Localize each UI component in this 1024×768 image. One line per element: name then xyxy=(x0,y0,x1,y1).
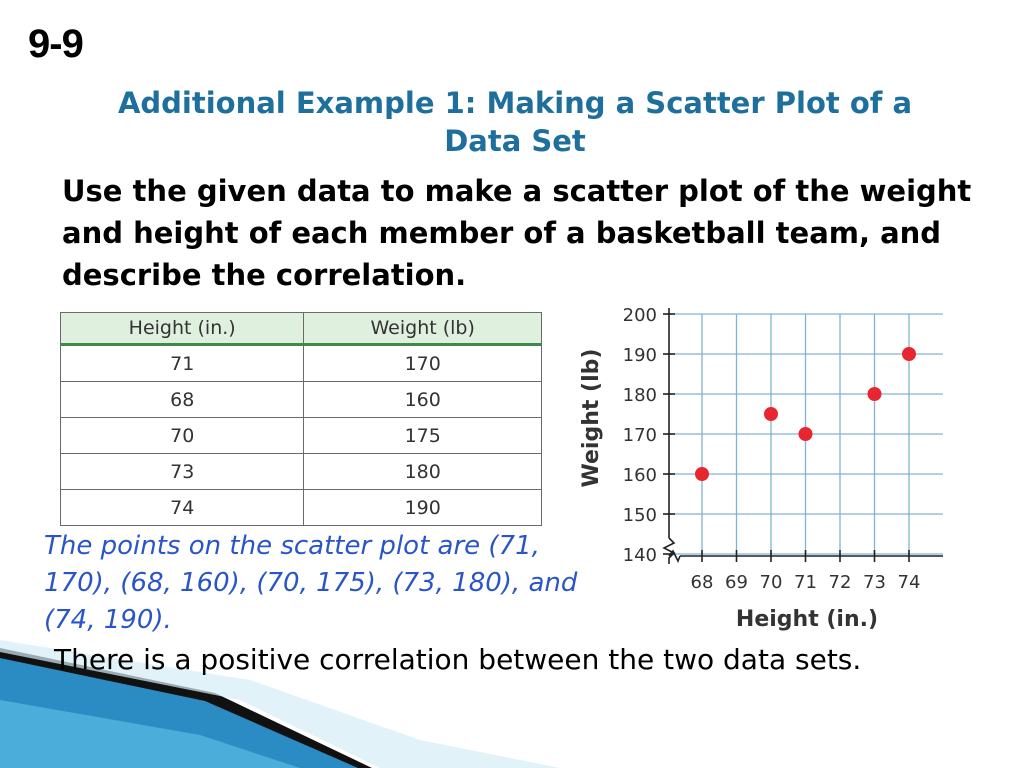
y-tick-label: 170 xyxy=(623,425,657,446)
table-cell: 170 xyxy=(303,344,542,382)
page-title: Additional Example 1: Making a Scatter P… xyxy=(40,84,990,160)
decoration-dark-stroke xyxy=(0,648,372,768)
data-point xyxy=(902,347,916,361)
x-tick-label: 71 xyxy=(794,572,817,593)
data-point xyxy=(695,467,709,481)
table-row: 74 190 xyxy=(59,489,542,526)
correlation-conclusion: There is a positive correlation between … xyxy=(54,643,862,676)
table-cell: 70 xyxy=(59,417,305,454)
lesson-number: 9-9 xyxy=(28,22,84,66)
problem-statement: Use the given data to make a scatter plo… xyxy=(62,174,972,292)
table-cell: 71 xyxy=(59,344,305,382)
x-axis-title: Height (in.) xyxy=(736,607,878,632)
x-tick-label: 68 xyxy=(691,572,714,593)
title-line-1: Additional Example 1: Making a Scatter P… xyxy=(117,86,913,120)
table-cell: 190 xyxy=(303,489,542,526)
y-tick-label: 190 xyxy=(623,345,657,366)
decoration-light-band xyxy=(0,700,300,768)
y-tick-label: 160 xyxy=(623,465,657,486)
y-axis-break xyxy=(662,537,676,564)
x-tick-label: 70 xyxy=(760,572,783,593)
table-header-height: Height (in.) xyxy=(59,312,305,346)
data-point xyxy=(764,407,778,421)
x-tick-label: 73 xyxy=(863,572,886,593)
table-cell: 180 xyxy=(303,453,542,490)
title-line-2: Data Set xyxy=(444,124,586,158)
scatter-plot: 140 150 160 170 180 190 200 68 69 70 71 72 73 74 Heigh… xyxy=(579,305,943,632)
table-cell: 74 xyxy=(59,489,305,526)
decoration-pale-band xyxy=(0,640,560,768)
data-table: Height (in.) Weight (lb) 71 170 68 160 70 1… xyxy=(59,312,542,526)
table-row: 71 170 xyxy=(59,344,542,382)
x-tick-label: 74 xyxy=(898,572,921,593)
points-description: The points on the scatter plot are (71, … xyxy=(44,531,578,635)
y-tick-label: 180 xyxy=(623,385,657,406)
table-cell: 73 xyxy=(59,453,305,490)
table-cell: 160 xyxy=(303,381,542,418)
table-header-weight: Weight (lb) xyxy=(303,312,542,346)
table-row: 68 160 xyxy=(59,381,542,418)
table-cell: 68 xyxy=(59,381,305,418)
table-row: 73 180 xyxy=(59,453,542,490)
data-point xyxy=(867,387,882,401)
table-row: 70 175 xyxy=(59,417,542,454)
y-tick-label: 200 xyxy=(623,305,657,326)
y-tick-label: 150 xyxy=(623,505,657,526)
y-axis-title: Weight (lb) xyxy=(579,349,604,488)
table-cell: 175 xyxy=(303,417,542,454)
y-tick-label: 140 xyxy=(623,545,657,566)
x-tick-label: 72 xyxy=(829,572,852,593)
data-point xyxy=(798,427,813,441)
table-header-row: Height (in.) Weight (lb) xyxy=(59,312,542,346)
x-tick-label: 69 xyxy=(725,572,748,593)
